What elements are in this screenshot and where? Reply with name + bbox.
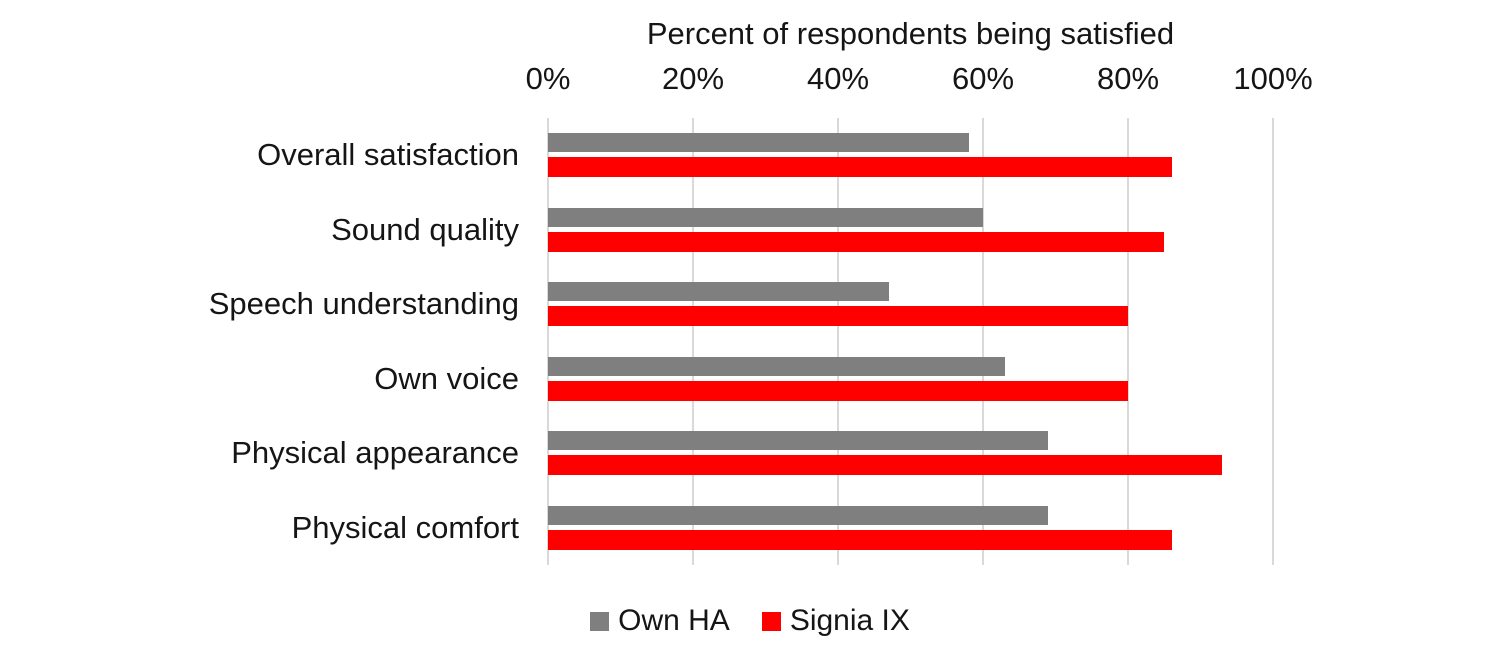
x-tick-label: 40% (806, 61, 870, 96)
category-label: Own voice (374, 360, 519, 396)
gridline (547, 118, 549, 565)
category-label: Sound quality (331, 211, 519, 247)
bar-own-ha (548, 431, 1049, 450)
x-tick-label: 0% (525, 61, 571, 96)
plot-area (547, 118, 1274, 565)
category-label: Physical comfort (291, 509, 519, 545)
x-axis: 0% 20% 40% 60% 80% 100% (526, 61, 1313, 99)
bar-signia-ix (548, 157, 1172, 177)
gridline (692, 118, 694, 565)
bar-signia-ix (548, 231, 1165, 252)
legend-label-own-ha: Own HA (618, 604, 730, 637)
legend-item-signia-ix: Signia IX (761, 604, 910, 638)
legend-label-signia-ix: Signia IX (789, 604, 910, 637)
x-tick-label: 60% (951, 61, 1015, 96)
x-tick-label: 80% (1096, 61, 1160, 96)
bar-own-ha (548, 133, 969, 152)
chart-title: Percent of respondents being satisfied (646, 16, 1175, 51)
bar-own-ha (548, 505, 1049, 525)
gridline (1272, 118, 1274, 565)
legend-swatch-own-ha (590, 611, 610, 631)
legend: Own HA Signia IX (0, 601, 1500, 641)
gridline (1127, 118, 1129, 565)
legend-item-own-ha: Own HA (590, 604, 730, 638)
gridline (982, 118, 984, 565)
category-label: Physical appearance (231, 435, 519, 471)
category-axis: Overall satisfaction Sound quality Speech … (0, 118, 519, 565)
bar-own-ha (548, 282, 889, 301)
category-label: Overall satisfaction (257, 137, 519, 173)
bar-own-ha (548, 207, 983, 227)
bar-own-ha (548, 356, 1005, 376)
x-tick-label: 100% (1233, 61, 1313, 96)
bar-signia-ix (548, 306, 1128, 326)
x-tick-label: 20% (661, 61, 725, 96)
bar-signia-ix (548, 455, 1223, 475)
bar-signia-ix (548, 529, 1172, 550)
category-label: Speech understanding (208, 286, 519, 322)
legend-swatch-signia-ix (761, 611, 781, 631)
gridline (837, 118, 839, 565)
bar-signia-ix (548, 380, 1128, 401)
